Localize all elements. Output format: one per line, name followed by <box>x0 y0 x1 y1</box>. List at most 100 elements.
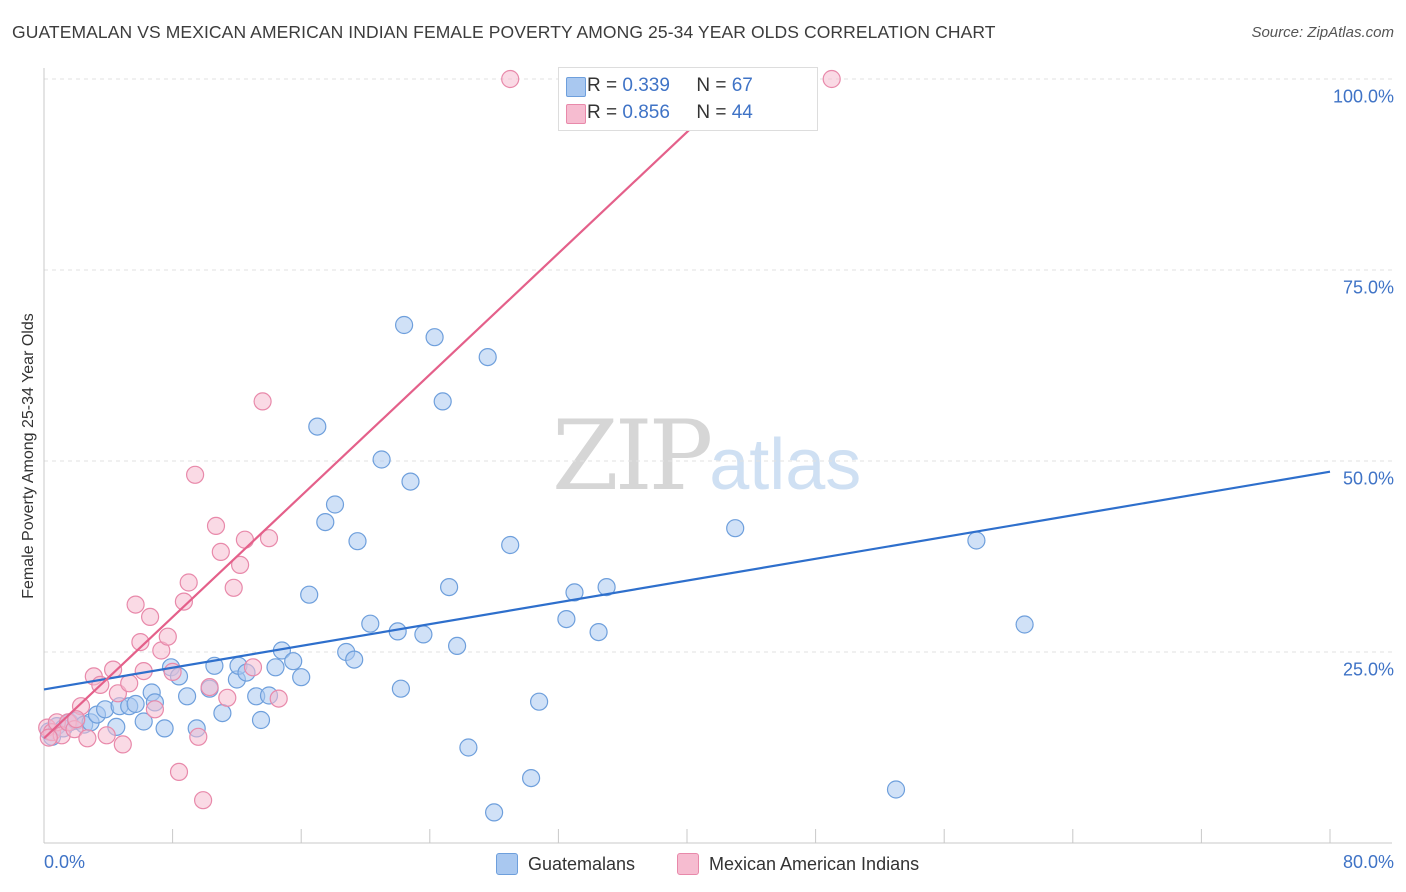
watermark-zip: ZIP <box>552 400 713 512</box>
mexican-american-indians-point <box>235 530 254 549</box>
guatemalans-point <box>300 585 319 604</box>
mexican-american-indians-point <box>113 735 132 754</box>
mexican-american-indians-point <box>211 542 230 562</box>
mexican-american-indians-point <box>169 762 189 782</box>
legend-label: Mexican American Indians <box>709 853 920 874</box>
guatemalans-point <box>126 694 145 714</box>
mexican-american-indians-point <box>253 392 272 411</box>
guatemalans-point <box>178 687 197 706</box>
mexican-american-indians-point <box>186 465 205 484</box>
mexican-american-indians-point <box>243 658 263 677</box>
guatemalans-point <box>325 495 345 514</box>
guatemalans-point <box>433 392 452 411</box>
guatemalans-point <box>557 609 576 629</box>
mexican-american-indians-point <box>126 595 145 614</box>
guatemalans-point <box>155 719 174 738</box>
legend-item-mexican-american-indians[interactable]: Mexican American Indians <box>677 852 919 876</box>
guatemalans-point <box>213 703 232 723</box>
mexican-american-indians-point <box>78 729 97 748</box>
n-value: 44 <box>731 102 753 123</box>
mexican-american-indians-point <box>206 516 226 536</box>
guatemalans-point <box>425 328 444 347</box>
stats-row-mexican-american-indians: R = 0.856 N = 44 <box>566 99 753 127</box>
guatemalans-point <box>501 535 520 555</box>
mexican-american-indians-point <box>231 555 250 575</box>
x-tick-label-min: 0.0% <box>44 852 86 872</box>
guatemalans-point <box>292 668 311 687</box>
guatemalans-point <box>440 577 459 597</box>
guatemalans-points <box>39 315 1034 822</box>
guatemalans-point <box>266 658 285 677</box>
guatemalans-point <box>284 652 303 671</box>
stats-swatch-pink <box>566 104 586 124</box>
guatemalans-point <box>459 738 478 757</box>
watermark-atlas: atlas <box>709 425 862 505</box>
guatemalans-point <box>448 636 467 656</box>
stats-row-guatemalans: R = 0.339 N = 67 <box>566 72 753 100</box>
mexican-american-indians-point <box>158 627 177 646</box>
r-value: 0.339 <box>622 75 670 96</box>
mexican-american-indians-point <box>131 632 150 652</box>
mexican-american-indians-point <box>501 69 520 89</box>
mexican-american-indians-point <box>269 689 288 708</box>
legend-swatch-pink <box>677 853 699 875</box>
n-value: 67 <box>731 75 753 96</box>
mexican-american-indians-point <box>200 677 219 697</box>
mexican-american-indians-point <box>179 573 198 592</box>
guatemalans-point <box>1015 615 1034 634</box>
mexican-american-indians-point <box>259 529 279 548</box>
guatemalans-point <box>565 583 584 602</box>
guatemalans-point <box>316 512 335 532</box>
guatemalans-trend-line <box>43 470 1331 691</box>
y-axis-label: Female Poverty Among 25-34 Year Olds <box>20 313 37 599</box>
axes <box>43 68 1392 844</box>
mexican-american-indians-point <box>224 578 243 597</box>
y-tick-label-25: 25.0% <box>1342 659 1394 680</box>
guatemalans-point <box>726 519 745 538</box>
mexican-american-indians-point <box>67 710 86 729</box>
chart-title: GUATEMALAN VS MEXICAN AMERICAN INDIAN FE… <box>12 22 996 42</box>
guatemalans-point <box>401 472 420 491</box>
mexican-american-indians-point <box>174 592 193 611</box>
guatemalans-point <box>886 780 906 799</box>
mexican-american-indians-point <box>194 791 213 810</box>
guatemalans-point <box>529 692 549 711</box>
trend-lines <box>43 78 1331 740</box>
guatemalans-point <box>395 315 414 335</box>
mexican-american-indians-point <box>97 726 116 745</box>
guatemalans-point <box>345 650 364 669</box>
guatemalans-point <box>597 577 616 597</box>
guatemalans-point <box>134 712 153 731</box>
r-label: R = <box>587 102 618 123</box>
guatemalans-point <box>414 625 433 644</box>
watermark: ZIPatlas <box>552 400 861 512</box>
y-tick-label-75: 75.0% <box>1342 277 1394 298</box>
r-label: R = <box>587 75 618 96</box>
mexican-american-indians-point <box>218 688 237 707</box>
chart-source: Source: ZipAtlas.com <box>1251 24 1394 41</box>
stats-box: R = 0.339 N = 67 R = 0.856 N = 44 <box>558 67 818 131</box>
y-tick-label-50: 50.0% <box>1342 468 1394 489</box>
guatemalans-point <box>589 622 608 642</box>
guatemalans-point <box>251 710 271 730</box>
legend-swatch-blue <box>496 853 518 875</box>
mexican-american-indians-point <box>120 674 139 693</box>
guatemalans-point <box>485 803 504 822</box>
y-tick-label-100: 100.0% <box>1332 86 1394 107</box>
stats-swatch-blue <box>566 77 586 97</box>
guatemalans-point <box>521 768 541 788</box>
mexican-american-indians-point <box>103 660 123 679</box>
guatemalans-point <box>967 531 986 550</box>
mexican-american-indians-point <box>145 700 164 719</box>
guatemalans-point <box>361 614 380 633</box>
guatemalans-point <box>391 679 410 698</box>
guatemalans-point <box>308 417 327 436</box>
guatemalans-point <box>372 450 391 469</box>
mexican-american-indians-point <box>189 727 208 746</box>
r-value: 0.856 <box>622 102 670 123</box>
legend-label: Guatemalans <box>528 853 636 874</box>
mexican-american-indians-trend-line <box>43 78 745 740</box>
legend-item-guatemalans[interactable]: Guatemalans <box>496 852 635 876</box>
mexican-american-indians-point <box>39 728 58 747</box>
